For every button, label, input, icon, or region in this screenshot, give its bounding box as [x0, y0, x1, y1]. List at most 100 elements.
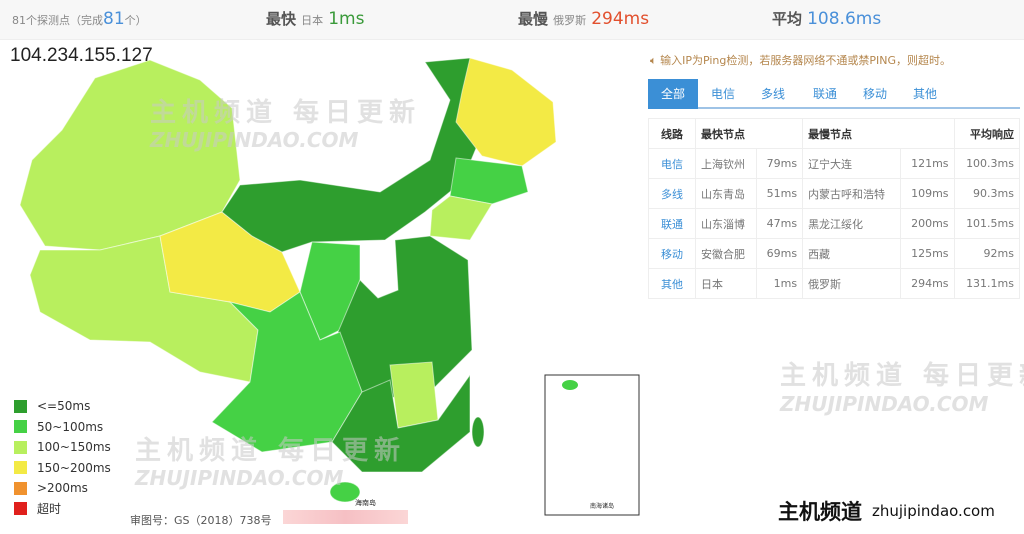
region-liaoning[interactable] — [429, 195, 493, 241]
legend-swatch — [14, 420, 27, 434]
target-ip: 104.234.155.127 — [10, 45, 153, 66]
legend-item: 150~200ms — [14, 458, 111, 479]
isp-summary-table: 线路 最快节点 最慢节点 平均响应 电信 上海钦州 79ms 辽宁大连 121ms 100… — [648, 118, 1021, 299]
fastest-node: 日本 — [301, 14, 324, 27]
table-row: 联通 山东淄博 47ms 黑龙江绥化 200ms 101.5ms — [648, 208, 1021, 239]
watermark-en: ZHUJIPINDAO.COM — [150, 128, 359, 152]
completed-count: 81 — [103, 9, 125, 29]
legend-label: >200ms — [37, 481, 88, 496]
legend-item: >200ms — [14, 478, 111, 499]
notice-text: 输入IP为Ping检测，若服务器网络不通或禁PING，则超时。 — [660, 54, 952, 67]
table-header: 线路 最快节点 最慢节点 平均响应 — [648, 118, 1021, 149]
tab-all[interactable]: 全部 — [648, 79, 698, 109]
tab-other[interactable]: 其他 — [912, 87, 937, 101]
col-line: 线路 — [648, 118, 696, 149]
legend-label: 100~150ms — [37, 440, 111, 455]
fastest-node: 日本 — [694, 268, 758, 299]
hainan-label: 海南岛 — [355, 498, 376, 507]
slowest-ms: 200ms — [899, 208, 955, 239]
china-ping-map: 海南岛 南海诸岛 — [19, 57, 640, 516]
legend-item: <=50ms — [14, 396, 111, 417]
slowest-ms: 125ms — [899, 238, 955, 269]
avg-label: 平均 — [772, 10, 803, 28]
legend-label: <=50ms — [37, 399, 91, 414]
legend-item: 50~100ms — [14, 417, 111, 438]
legend-item: 超时 — [14, 499, 111, 520]
watermark: 主机频道 每日更新 — [780, 361, 1024, 391]
legend-item: 100~150ms — [14, 437, 111, 458]
fastest-ms: 69ms — [756, 238, 804, 269]
summary-bar: 81个探测点（完成81个） 最快 日本 1ms 最慢 俄罗斯 294ms 平均 … — [0, 0, 1024, 40]
brand-en: zhujipindao.com — [872, 502, 995, 520]
region-hainan[interactable] — [329, 481, 361, 503]
tab-unicom[interactable]: 联通 — [812, 87, 837, 101]
col-slowest: 最慢节点 — [802, 118, 955, 149]
avg-value: 108.6ms — [807, 9, 882, 29]
watermark-en: ZHUJIPINDAO.COM — [135, 466, 344, 490]
region-taiwan[interactable] — [471, 416, 485, 448]
slowest-node: 辽宁大连 — [802, 148, 901, 179]
watermark: 主机频道 每日更新 — [150, 98, 422, 128]
fastest-ms: 51ms — [756, 178, 804, 209]
slowest-ms: 294ms — [899, 268, 955, 299]
legend-swatch — [14, 502, 27, 516]
legend-swatch — [14, 461, 27, 475]
legend-swatch — [14, 481, 27, 495]
isp-tabs: 全部 电信 多线 联通 移动 其他 — [648, 79, 1020, 109]
slowest-ms: 121ms — [899, 148, 955, 179]
tab-telecom[interactable]: 电信 — [710, 87, 735, 101]
brand-watermark: 主机频道 zhujipindao.com — [778, 494, 995, 528]
fastest-node: 安徽合肥 — [694, 238, 758, 269]
isp-line[interactable]: 移动 — [648, 238, 696, 269]
probe-count: 81个探测点（完成 — [12, 14, 103, 27]
table-row: 其他 日本 1ms 俄罗斯 294ms 131.1ms — [648, 268, 1021, 299]
fastest-label: 最快 — [266, 10, 297, 28]
slowest-node: 黑龙江绥化 — [802, 208, 901, 239]
watermark-en: ZHUJIPINDAO.COM — [780, 392, 989, 416]
isp-line[interactable]: 电信 — [648, 148, 696, 179]
isp-line[interactable]: 联通 — [648, 208, 696, 239]
isp-line[interactable]: 多线 — [648, 178, 696, 209]
average-ms: 92ms — [953, 238, 1021, 269]
table-row: 多线 山东青岛 51ms 内蒙古呼和浩特 109ms 90.3ms — [648, 178, 1021, 209]
legend-label: 50~100ms — [37, 419, 104, 434]
speaker-icon: 🔈︎ — [650, 54, 657, 67]
legend-swatch — [14, 399, 27, 413]
legend-swatch — [14, 440, 27, 454]
slowest-label: 最慢 — [518, 10, 549, 28]
fastest-ms: 1ms — [756, 268, 804, 299]
col-average: 平均响应 — [953, 118, 1021, 149]
col-fastest: 最快节点 — [694, 118, 804, 149]
isp-line[interactable]: 其他 — [648, 268, 696, 299]
legend-label: 150~200ms — [37, 460, 111, 475]
legend-label: 超时 — [37, 502, 62, 517]
south-sea-label: 南海诸岛 — [590, 502, 614, 510]
slowest-ms: 109ms — [899, 178, 955, 209]
map-approval-number: 审图号：GS（2018）738号 — [130, 514, 272, 527]
tab-multiline[interactable]: 多线 — [760, 87, 785, 101]
blurred-text — [283, 510, 408, 524]
slowest-node: 西藏 — [802, 238, 901, 269]
table-row: 电信 上海钦州 79ms 辽宁大连 121ms 100.3ms — [648, 148, 1021, 179]
fastest-value: 1ms — [328, 9, 365, 29]
tab-mobile[interactable]: 移动 — [862, 87, 887, 101]
average-ms: 101.5ms — [953, 208, 1021, 239]
region-jiangxi[interactable] — [389, 361, 439, 429]
slowest-node: 内蒙古呼和浩特 — [802, 178, 901, 209]
slowest-node: 俄罗斯 — [802, 268, 901, 299]
average-ms: 90.3ms — [953, 178, 1021, 209]
ping-notice: 🔈︎ 输入IP为Ping检测，若服务器网络不通或禁PING，则超时。 — [650, 52, 951, 68]
slowest-value: 294ms — [591, 9, 650, 29]
region-jilin[interactable] — [449, 157, 529, 205]
fastest-ms: 79ms — [756, 148, 804, 179]
region-south[interactable] — [331, 373, 471, 473]
watermark: 主机频道 每日更新 — [135, 436, 407, 466]
fastest-node: 山东青岛 — [694, 178, 758, 209]
slowest-node: 俄罗斯 — [553, 14, 587, 27]
fastest-node: 上海钦州 — [694, 148, 758, 179]
brand-cn: 主机频道 — [778, 500, 862, 524]
fastest-node: 山东淄博 — [694, 208, 758, 239]
probe-unit: 个） — [124, 14, 147, 27]
map-legend: <=50ms 50~100ms 100~150ms 150~200ms >200ms 超时 — [14, 396, 111, 519]
average-ms: 131.1ms — [953, 268, 1021, 299]
